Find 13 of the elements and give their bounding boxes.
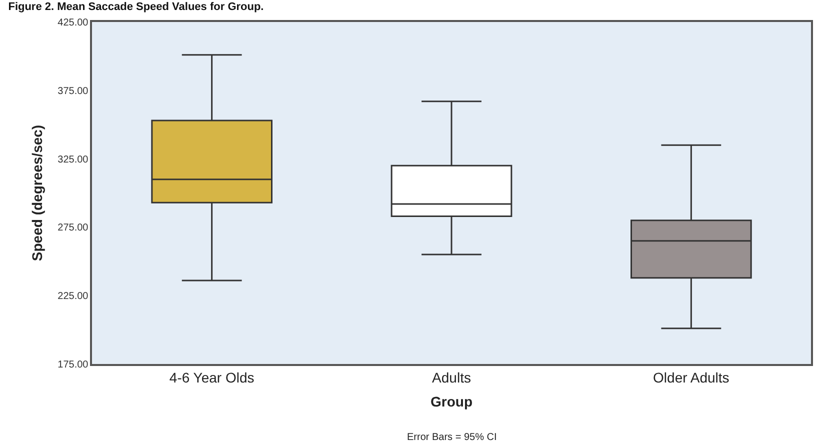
y-tick-label: 375.00 <box>58 86 89 97</box>
x-tick-label: Adults <box>432 370 471 386</box>
x-tick-label: Older Adults <box>653 370 730 386</box>
x-axis-title: Group <box>430 393 472 410</box>
y-axis-title: Speed (degrees/sec) <box>28 124 45 262</box>
y-tick-label: 175.00 <box>58 360 89 370</box>
chart-title: Figure 2. Mean Saccade Speed Values for Group. <box>8 0 264 13</box>
text: Error Bars = 95% CI <box>407 432 497 443</box>
y-tick-label: 425.00 <box>58 18 89 28</box>
y-tick-label: 225.00 <box>58 291 89 302</box>
y-tick-label: 325.00 <box>58 154 89 166</box>
x-tick-label: 4-6 Year Olds <box>169 370 254 386</box>
y-tick-label: 275.00 <box>58 222 89 234</box>
